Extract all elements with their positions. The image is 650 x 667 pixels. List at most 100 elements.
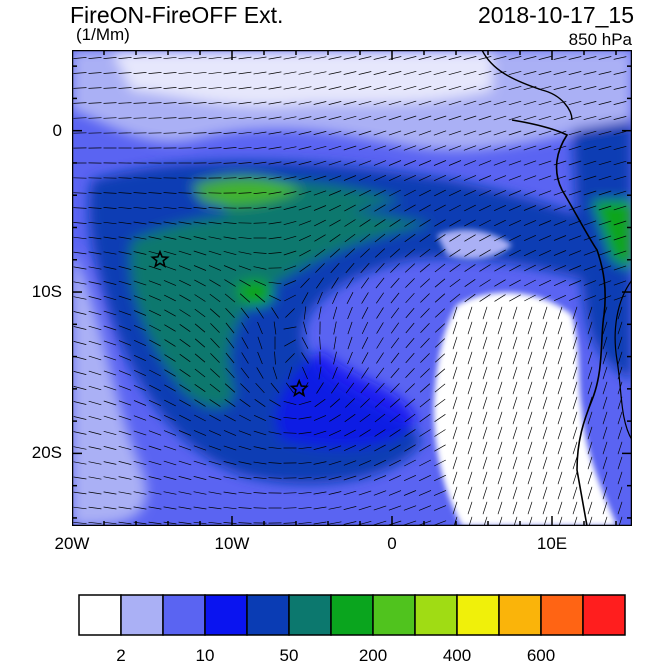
wind-barb <box>133 369 147 377</box>
wind-barb <box>358 100 372 106</box>
wind-barb <box>253 252 267 254</box>
wind-barb <box>497 411 503 425</box>
wind-barb <box>118 370 132 376</box>
wind-barb <box>557 471 563 485</box>
wind-barb <box>178 250 192 256</box>
wind-barb <box>313 190 327 196</box>
wind-barb <box>390 292 400 304</box>
wind-barb <box>389 398 401 408</box>
wind-barb <box>617 426 623 440</box>
wind-barb <box>223 265 237 271</box>
wind-barb <box>343 506 357 510</box>
wind-barb <box>523 234 537 242</box>
wind-barb <box>434 414 446 422</box>
wind-barb <box>494 279 506 287</box>
wind-barb <box>313 476 327 480</box>
wind-barb <box>133 221 147 225</box>
wind-barb <box>433 474 447 482</box>
wind-barb <box>464 249 476 257</box>
wind-barb <box>238 476 252 480</box>
wind-barb <box>133 192 147 194</box>
wind-barb <box>373 459 387 467</box>
wind-barb <box>553 175 567 181</box>
wind-barb <box>613 130 627 136</box>
wind-barb <box>163 221 177 225</box>
wind-barb <box>148 506 162 510</box>
wind-barb <box>553 130 567 136</box>
wind-barb <box>179 353 191 363</box>
wind-barb <box>343 189 357 197</box>
wind-barb <box>568 235 582 241</box>
wind-barb <box>418 490 432 496</box>
wind-barb <box>568 145 582 151</box>
wind-barb <box>223 445 237 451</box>
wind-barb <box>360 277 370 289</box>
wind-barb <box>193 445 207 451</box>
wind-barb <box>568 265 582 271</box>
wind-barb <box>434 204 446 212</box>
wind-barb <box>298 491 312 495</box>
wind-barb <box>538 56 552 60</box>
wind-barb <box>284 294 296 302</box>
wind-barb <box>508 175 522 181</box>
wind-barb <box>479 249 491 257</box>
wind-barb <box>133 460 147 466</box>
wind-barb <box>179 399 191 407</box>
wind-barb <box>224 414 236 422</box>
wind-barb <box>602 351 608 365</box>
wind-barb <box>418 56 432 60</box>
wind-barb <box>343 160 357 166</box>
wind-barb <box>344 233 356 243</box>
wind-barb <box>283 250 297 256</box>
wind-barb <box>388 505 402 511</box>
wind-barb <box>133 117 147 119</box>
wind-barb <box>329 398 341 408</box>
wind-barb <box>497 321 503 335</box>
wind-barb <box>613 220 627 226</box>
wind-barb <box>493 190 507 196</box>
wind-barb <box>553 220 567 226</box>
wind-barb <box>478 145 492 151</box>
wind-barb <box>467 411 473 425</box>
wind-barb <box>347 336 353 350</box>
wind-barb <box>602 306 608 320</box>
wind-barb <box>360 398 370 408</box>
wind-barb <box>238 445 252 451</box>
wind-barb <box>133 310 147 316</box>
wind-barb <box>225 337 235 349</box>
wind-barb <box>509 234 521 242</box>
wind-barb <box>452 336 458 350</box>
wind-barb <box>360 382 370 394</box>
wind-barb <box>523 115 537 121</box>
extinction-field <box>72 50 632 526</box>
wind-barb <box>240 307 250 319</box>
wind-barb <box>118 72 132 74</box>
wind-barb <box>613 295 627 301</box>
wind-barb <box>118 206 132 210</box>
wind-barb <box>523 71 537 75</box>
wind-barb <box>253 56 267 60</box>
wind-barb <box>598 175 612 181</box>
wind-barb <box>238 131 252 135</box>
wind-barb <box>448 160 462 166</box>
colorbar-swatch <box>330 594 374 636</box>
wind-barb <box>493 85 507 91</box>
wind-barb <box>103 310 117 316</box>
wind-barb <box>73 506 87 510</box>
wind-barb <box>241 337 249 349</box>
wind-barb <box>313 86 327 90</box>
wind-barb <box>223 522 237 524</box>
wind-barb <box>467 426 473 440</box>
wind-barb <box>418 505 432 511</box>
wind-barb <box>209 368 221 378</box>
wind-barb <box>512 501 518 515</box>
wind-barb <box>268 477 282 479</box>
wind-barb <box>618 516 623 526</box>
star-marker <box>289 378 309 398</box>
wind-barb <box>452 411 458 425</box>
wind-barb <box>178 506 192 510</box>
wind-barb <box>314 248 326 258</box>
wind-barb <box>253 507 267 509</box>
wind-barb <box>148 309 162 317</box>
wind-barb <box>508 85 522 91</box>
